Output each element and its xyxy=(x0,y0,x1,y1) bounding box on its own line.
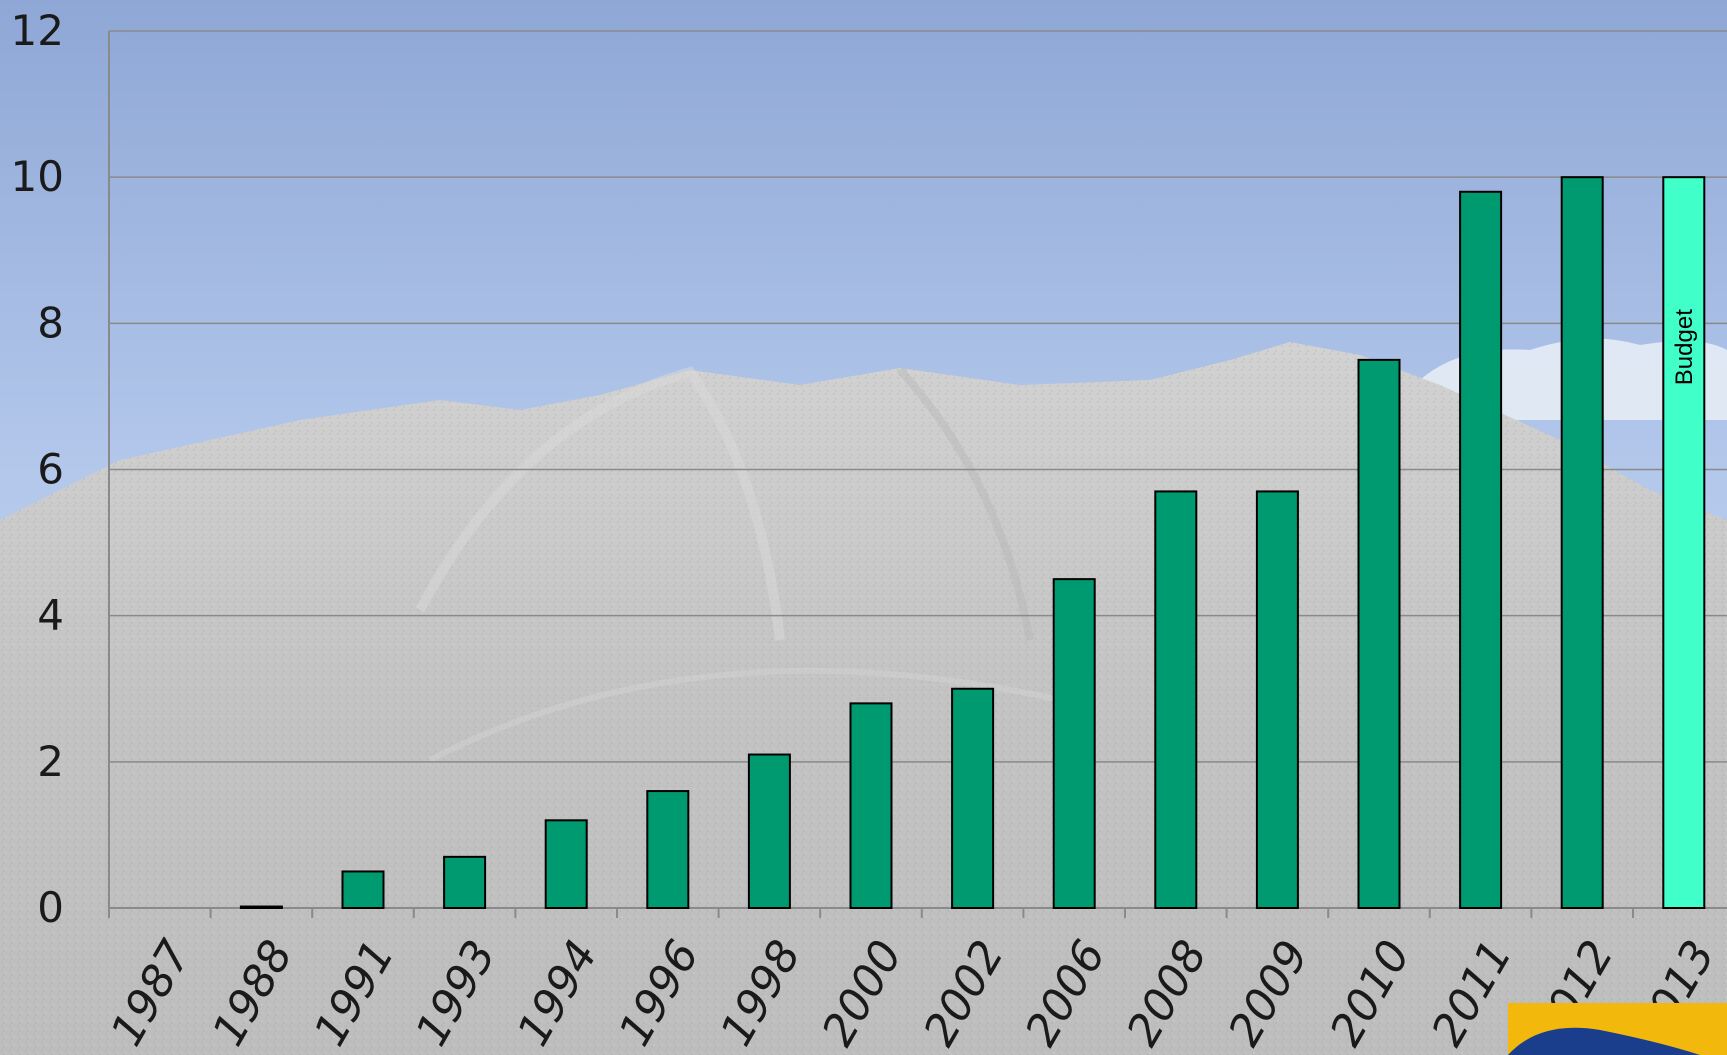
y-tick-label: 2 xyxy=(37,737,64,786)
bar-2010 xyxy=(1357,358,1401,909)
budget-annotation: Budget xyxy=(1671,309,1698,385)
bar-1996 xyxy=(646,790,690,909)
y-tick-label: 10 xyxy=(11,152,64,201)
bar-1998 xyxy=(747,753,791,910)
bar-2008 xyxy=(1154,490,1198,909)
bar-1988 xyxy=(239,905,283,909)
gravel-ridge xyxy=(415,366,785,641)
bar-2000 xyxy=(849,702,893,909)
bar-2011 xyxy=(1459,190,1503,910)
y-tick-label: 8 xyxy=(37,298,64,347)
bar-2009 xyxy=(1255,490,1299,909)
logo-blue-wave xyxy=(1508,1027,1700,1055)
bar-1993 xyxy=(443,855,487,910)
gravel-ridge xyxy=(897,367,1034,641)
y-tick-label: 6 xyxy=(37,445,64,494)
bar-budget-2013 xyxy=(1662,176,1706,909)
bar-2002 xyxy=(951,687,995,909)
bar-2012 xyxy=(1560,176,1604,909)
gravel-ridge xyxy=(428,667,1061,763)
bar-2006 xyxy=(1052,578,1096,909)
corner-logo xyxy=(1508,1003,1727,1055)
y-tick-label: 12 xyxy=(11,6,64,55)
bars xyxy=(239,176,1706,910)
y-tick-label: 4 xyxy=(37,591,64,640)
y-tick-label: 0 xyxy=(37,883,64,932)
grid xyxy=(109,30,1727,763)
bar-1991 xyxy=(341,870,385,909)
bar-1994 xyxy=(544,819,588,909)
